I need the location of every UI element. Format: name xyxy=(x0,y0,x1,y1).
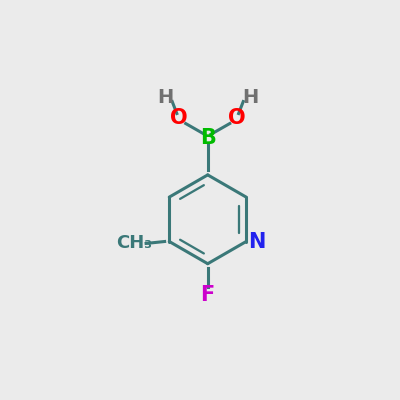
Text: O: O xyxy=(170,108,188,128)
Text: F: F xyxy=(200,284,215,304)
Text: H: H xyxy=(157,88,173,107)
Text: H: H xyxy=(242,88,258,107)
Text: O: O xyxy=(228,108,246,128)
Text: B: B xyxy=(200,128,216,148)
Text: N: N xyxy=(248,232,266,252)
Text: CH₃: CH₃ xyxy=(116,234,152,252)
